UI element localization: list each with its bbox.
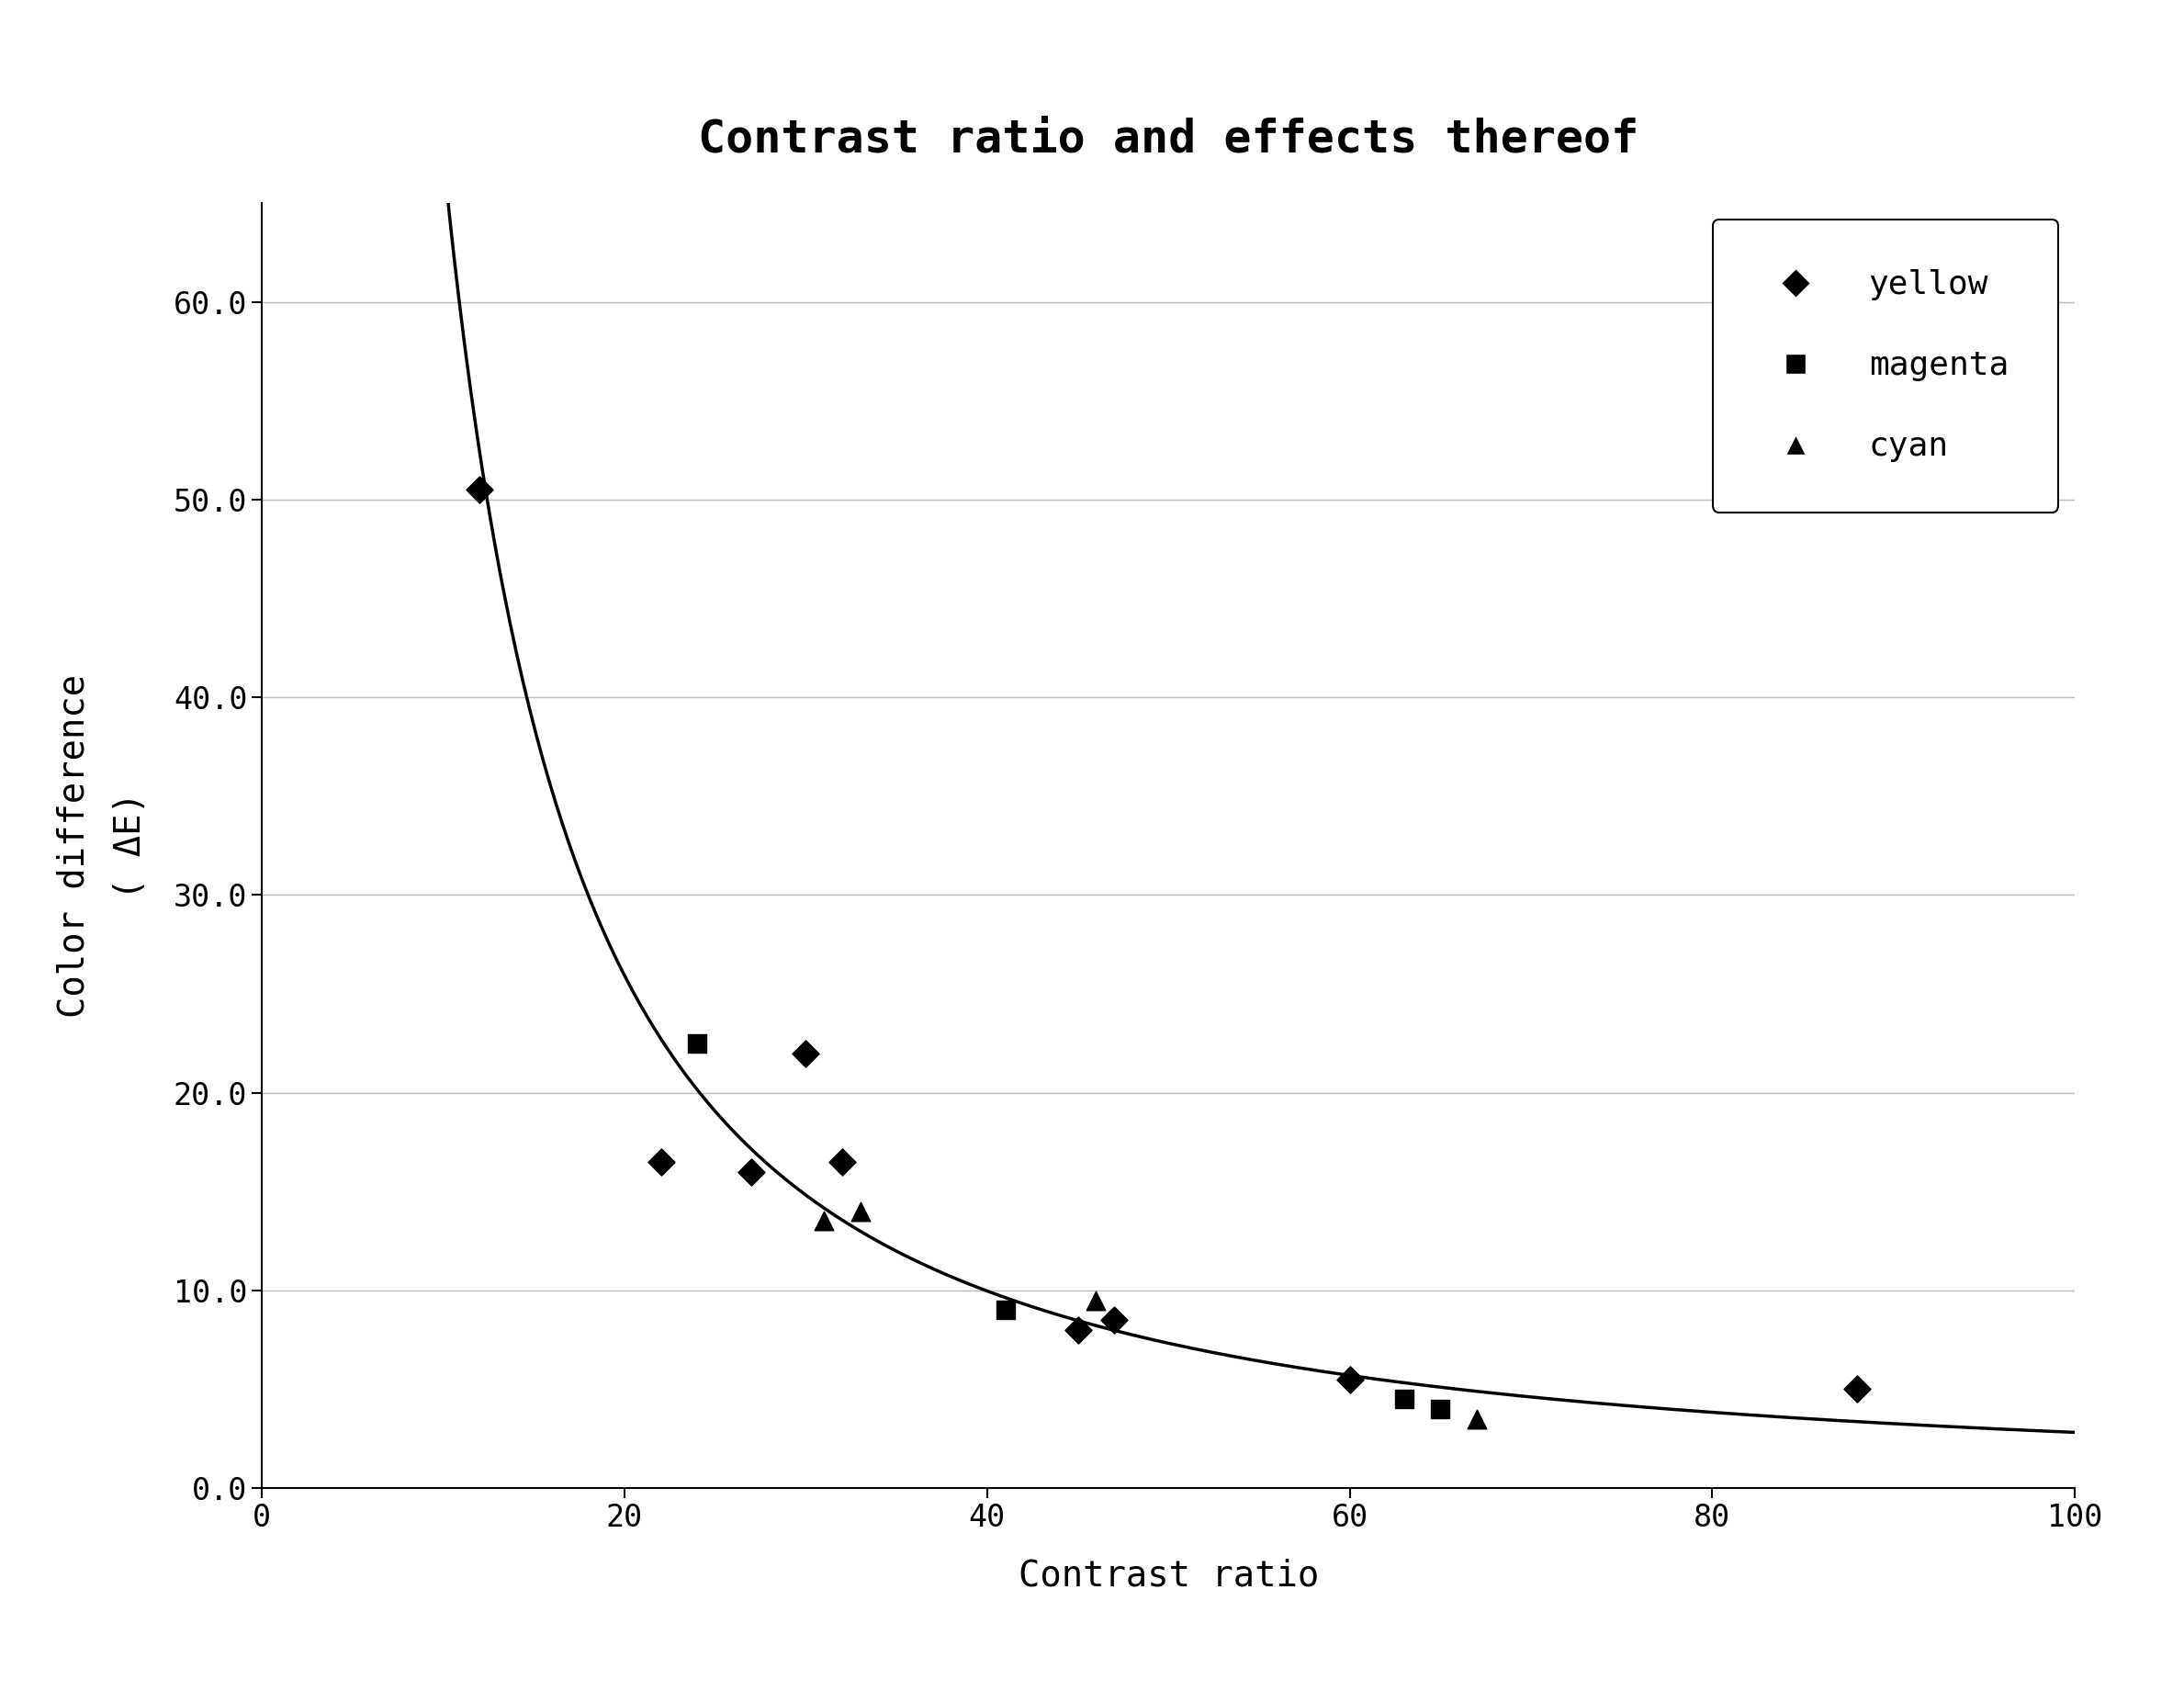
X-axis label: Contrast ratio: Contrast ratio — [1018, 1559, 1319, 1593]
Point — [1096, 1307, 1131, 1334]
Point — [1839, 1376, 1874, 1404]
Point — [1079, 1287, 1114, 1314]
Point — [987, 1297, 1022, 1324]
Point — [463, 477, 498, 504]
Point — [806, 1207, 841, 1234]
Legend: yellow, magenta, cyan: yellow, magenta, cyan — [1712, 220, 2057, 512]
Point — [644, 1148, 679, 1175]
Point — [1422, 1395, 1457, 1422]
Point — [1059, 1316, 1094, 1343]
Point — [734, 1158, 769, 1185]
Title: Contrast ratio and effects thereof: Contrast ratio and effects thereof — [699, 117, 1638, 161]
Point — [679, 1030, 714, 1057]
Y-axis label: Color difference
( ΔE): Color difference ( ΔE) — [57, 673, 149, 1018]
Point — [1332, 1366, 1367, 1393]
Point — [843, 1197, 878, 1224]
Point — [1387, 1385, 1422, 1412]
Point — [788, 1040, 823, 1067]
Point — [826, 1148, 860, 1175]
Point — [1459, 1405, 1494, 1432]
